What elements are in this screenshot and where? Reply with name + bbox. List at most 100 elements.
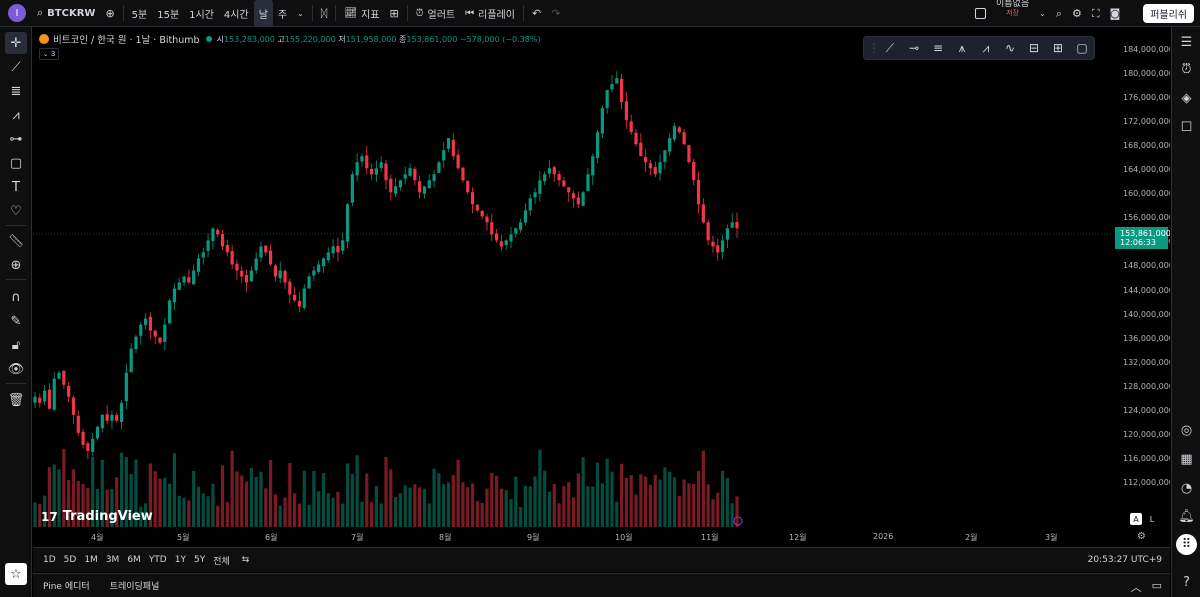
chevron-up-icon[interactable]: ︿ <box>1130 581 1142 594</box>
compare-symbol-button[interactable]: ⊕ <box>100 0 119 27</box>
drag-handle-icon[interactable]: ⋮ <box>868 41 880 55</box>
lock-drawings-tool[interactable]: 🔓︎ <box>5 334 27 356</box>
clock[interactable]: 20:53:27 UTC+9 <box>1087 555 1162 565</box>
remove-drawings-tool[interactable]: 🗑︎ <box>5 389 27 411</box>
tab-pine-editor[interactable]: Pine 에디터 <box>43 582 90 592</box>
rectangle-icon[interactable]: ▢ <box>1076 41 1088 55</box>
help-button[interactable]: ? <box>1176 572 1197 593</box>
quick-search-button[interactable]: ⌕ <box>1051 0 1067 27</box>
templates-button[interactable]: ⊞ <box>385 0 404 27</box>
calendar-icon: ▦ <box>1180 452 1193 467</box>
volume-bar <box>278 505 282 527</box>
range-1y[interactable]: 1Y <box>174 555 186 565</box>
measure-tool[interactable]: 📏︎ <box>5 230 27 252</box>
square-icon <box>975 8 986 19</box>
favorites-tool[interactable]: ☆ <box>5 563 27 585</box>
ideas-button[interactable]: ◎ <box>1176 420 1197 441</box>
short-position-icon[interactable]: ⊞ <box>1052 41 1064 55</box>
icon-tool[interactable]: ♡ <box>5 200 27 222</box>
parallel-channel-icon[interactable]: ≡ <box>932 41 944 55</box>
redo-button[interactable]: ↷ <box>546 0 565 27</box>
head-shoulders-icon[interactable]: ⩚ <box>958 40 966 55</box>
replay-button[interactable]: ⏮︎ 리플레이 <box>460 0 520 27</box>
timeframe-1h[interactable]: 1시간 <box>189 9 214 21</box>
time-axis[interactable]: 4월 5월 6월 7월 8월 9월 10월 11월 12월 2026 2월 3월 ⚙ <box>33 528 1170 546</box>
candle-body <box>163 324 167 342</box>
volume-bar <box>504 490 508 527</box>
pattern-tool[interactable]: ⩘ <box>5 104 27 126</box>
alerts-panel-button[interactable]: ⏰︎ <box>1176 59 1197 80</box>
legend-title[interactable]: 비트코인 / 한국 원 · 1날 · Bithumb <box>53 35 200 46</box>
range-1m[interactable]: 1M <box>84 555 98 565</box>
zoom-tool[interactable]: ⊕ <box>5 254 27 276</box>
range-all[interactable]: 전체 <box>213 556 230 567</box>
layout-checkbox[interactable] <box>970 0 991 27</box>
publish-button[interactable]: 퍼블리쉬 <box>1143 4 1194 23</box>
undo-button[interactable]: ↶ <box>527 0 546 27</box>
chart-pane[interactable]: 비트코인 / 한국 원 · 1날 · Bithumb 시153,283,000 … <box>33 27 1170 547</box>
trend-line-icon[interactable]: ⟋ <box>885 40 895 55</box>
news-button[interactable]: ◔ <box>1176 478 1197 499</box>
candle-body <box>696 179 701 205</box>
forecast-tool[interactable]: ⊶ <box>5 128 27 150</box>
price-scale[interactable]: 184,000,000 180,000,000 176,000,000 172,000… <box>1113 27 1170 547</box>
auto-scale-button[interactable]: A <box>1130 513 1142 525</box>
volume-bar <box>86 488 90 527</box>
timeframe-4h[interactable]: 4시간 <box>223 9 249 21</box>
timeframe-15m[interactable]: 15분 <box>157 9 180 21</box>
maximize-panel-icon[interactable]: ▭ <box>1151 579 1162 592</box>
timeline-marker-icon[interactable] <box>733 516 743 526</box>
candle-body <box>100 414 104 429</box>
layout-dropdown[interactable]: ⌄ <box>1034 0 1051 27</box>
volume-bar <box>201 493 205 527</box>
range-3m[interactable]: 3M <box>105 555 120 565</box>
shapes-tool[interactable]: ▢ <box>5 152 27 174</box>
drawing-toolbar: ✛ ⟋ ≣ ⩘ ⊶ ▢ T ♡ 📏︎ ⊕ ∩ ✎ 🔓︎ 👁︎ 🗑︎ ☆ <box>0 27 32 597</box>
long-position-icon[interactable]: ⊟ <box>1028 41 1040 55</box>
text-tool[interactable]: T <box>5 176 27 198</box>
timeframe-day[interactable]: 날 <box>253 0 273 27</box>
hide-drawings-tool[interactable]: 👁︎ <box>5 358 27 380</box>
symbol-search-button[interactable]: ⌕ BTCKRW <box>32 0 100 27</box>
fib-tool[interactable]: ≣ <box>5 80 27 102</box>
elliott-wave-icon[interactable]: ∿ <box>1004 41 1016 55</box>
volume-bar <box>369 502 374 527</box>
chart-type-button[interactable]: ᛞ <box>316 0 333 27</box>
range-5d[interactable]: 5D <box>63 555 77 565</box>
range-6m[interactable]: 6M <box>127 555 141 565</box>
calendar-button[interactable]: ▦ <box>1176 449 1197 470</box>
stay-drawing-tool[interactable]: ✎ <box>5 310 27 332</box>
notifications-button[interactable]: 🔔︎ <box>1176 506 1197 527</box>
fullscreen-button[interactable]: ⛶ <box>1087 0 1105 27</box>
candlestick-chart[interactable] <box>33 27 1113 547</box>
scale-settings-icon[interactable]: ⚙ <box>1137 531 1146 542</box>
horizontal-ray-icon[interactable]: ⊸ <box>908 41 920 55</box>
trend-line-tool[interactable]: ⟋ <box>5 56 27 78</box>
xabcd-pattern-icon[interactable]: ⩘ <box>982 40 990 55</box>
tradingview-watermark[interactable]: 17 TradingView <box>41 509 153 524</box>
go-to-date-icon[interactable]: ⇆ <box>241 555 250 565</box>
candle-body <box>480 210 484 217</box>
timeframe-dropdown[interactable]: ⌄ <box>292 0 309 27</box>
layout-name-button[interactable]: 이름없음 저장 <box>991 0 1034 27</box>
timeframe-5m[interactable]: 5분 <box>131 9 148 21</box>
snapshot-button[interactable]: ◙ <box>1105 0 1126 27</box>
range-ytd[interactable]: YTD <box>148 555 167 565</box>
magnet-tool[interactable]: ∩ <box>5 286 27 308</box>
object-tree-button[interactable]: ◈ <box>1176 88 1197 109</box>
watchlist-button[interactable]: ☰ <box>1176 32 1197 53</box>
crosshair-tool[interactable]: ✛ <box>5 32 27 54</box>
range-5y[interactable]: 5Y <box>193 555 206 565</box>
legend-collapse-button[interactable]: ⌄ 3 <box>39 48 59 60</box>
timeframe-week[interactable]: 주 <box>277 9 288 21</box>
range-1d[interactable]: 1D <box>43 555 56 565</box>
volume-bars <box>33 448 739 527</box>
user-avatar[interactable]: I <box>8 4 26 22</box>
alert-button[interactable]: ⏰︎ 얼러트 <box>411 0 460 27</box>
settings-button[interactable]: ⚙ <box>1067 0 1087 27</box>
products-button[interactable]: ⠿ <box>1176 534 1197 555</box>
chat-button[interactable]: ☐ <box>1176 117 1197 138</box>
indicators-button[interactable]: 📈︎ 지표 <box>339 0 384 27</box>
tab-trading-panel[interactable]: 트레이딩패널 <box>109 582 160 592</box>
log-scale-button[interactable]: L <box>1149 514 1155 524</box>
